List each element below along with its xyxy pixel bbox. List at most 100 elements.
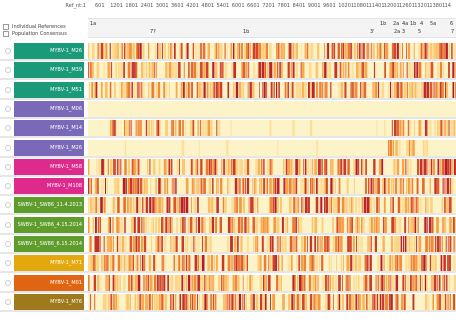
track-label[interactable]: MYBV-1_M58 [14, 158, 84, 175]
variant-bar [189, 120, 193, 137]
variant-bar [362, 43, 365, 59]
variant-bar [147, 216, 149, 233]
track-label[interactable]: MYBV-1_M39 [14, 62, 84, 79]
variant-bar [136, 255, 138, 272]
track-visibility-toggle[interactable] [5, 86, 11, 93]
variant-bar [390, 197, 392, 214]
track-visibility-toggle[interactable] [5, 279, 11, 286]
track-visibility-toggle[interactable] [5, 144, 11, 151]
variant-bar [410, 139, 413, 156]
track-visibility-toggle[interactable] [5, 163, 11, 170]
variant-bar [336, 255, 337, 272]
variant-bar [126, 43, 129, 59]
variant-bar [362, 293, 365, 310]
variant-bar [396, 293, 399, 310]
variant-bar [115, 197, 117, 214]
track-visibility-toggle[interactable] [5, 298, 11, 305]
variant-bar [252, 43, 256, 59]
variant-bar [372, 81, 375, 98]
variant-bar [399, 178, 402, 195]
variant-bar [310, 81, 312, 98]
variant-bar [319, 197, 320, 214]
variant-bar [125, 293, 127, 310]
variant-bar [435, 236, 437, 252]
variant-bar [116, 120, 118, 137]
variant-bar [431, 43, 433, 59]
variant-bar [340, 255, 343, 272]
variant-bar [246, 274, 248, 291]
checkbox-icon[interactable] [3, 31, 9, 37]
variant-heatmap [88, 255, 456, 272]
track-visibility-toggle[interactable] [5, 67, 11, 74]
variant-bar [276, 197, 279, 214]
variant-bar [182, 81, 185, 98]
variant-bar [103, 178, 104, 195]
track-visibility-toggle[interactable] [5, 48, 11, 54]
variant-bar [441, 197, 444, 214]
variant-bar [418, 236, 422, 252]
variant-bar [396, 120, 399, 137]
track-visibility-toggle[interactable] [5, 183, 11, 190]
track-label[interactable]: MYBV-1_M01 [14, 274, 84, 291]
variant-bar [410, 274, 412, 291]
track-visibility-toggle[interactable] [5, 125, 11, 132]
individual-references-toggle[interactable]: Individual References [3, 24, 66, 30]
variant-bar [352, 255, 355, 272]
variant-bar [197, 293, 198, 310]
variant-bar [419, 158, 423, 175]
variant-bar [240, 43, 243, 59]
variant-bar [89, 236, 91, 252]
track-label[interactable]: MYBV-1_M06 [14, 100, 84, 117]
track-label[interactable]: MYBV-1_M51 [14, 81, 84, 98]
variant-bar [158, 197, 161, 214]
variant-bar [97, 274, 98, 291]
variant-bar [175, 274, 177, 291]
variant-bar [296, 293, 298, 310]
variant-bar [321, 255, 324, 272]
variant-bar [361, 43, 363, 59]
variant-bar [358, 293, 360, 310]
track-visibility-toggle[interactable] [5, 241, 11, 247]
ruler-tick: 9001 [307, 3, 321, 9]
variant-bar [168, 197, 171, 214]
variant-bar [440, 62, 443, 79]
variant-bar [282, 293, 284, 310]
variant-bar [239, 197, 242, 214]
variant-bar [287, 158, 290, 175]
variant-bar [307, 178, 309, 195]
variant-bar [241, 158, 243, 175]
track-label[interactable]: MYBV-1_M14 [14, 120, 84, 137]
track-label[interactable]: MYBV-1_M26 [14, 139, 84, 156]
track-visibility-toggle[interactable] [5, 105, 11, 112]
variant-bar [117, 178, 120, 195]
variant-bar [376, 197, 379, 214]
variant-bar [217, 158, 218, 175]
variant-bar [190, 293, 192, 310]
variant-bar [152, 158, 156, 175]
track-label[interactable]: MYBV-1_M26 [14, 43, 84, 59]
track-label[interactable]: SWBV-1_SW86_11.4.2013 [14, 197, 84, 214]
population-consensus-toggle[interactable]: Population Consensus [3, 31, 67, 37]
variant-bar [231, 62, 233, 79]
variant-bar [165, 255, 167, 272]
track-label[interactable]: SWBV-1_SW86_4.15.2014 [14, 216, 84, 233]
variant-bar [299, 274, 302, 291]
track-visibility-toggle[interactable] [5, 260, 11, 267]
track-label[interactable]: MYBV-1_M108 [14, 178, 84, 195]
variant-bar [300, 178, 302, 195]
checkbox-icon[interactable] [3, 24, 9, 30]
variant-bar [168, 81, 170, 98]
variant-bar [103, 43, 105, 59]
variant-bar [418, 120, 421, 137]
variant-bar [303, 197, 305, 214]
track-label[interactable]: MYBV-1_M71 [14, 255, 84, 272]
track-label[interactable]: SWBV-1_SW86_6.15.2014 [14, 236, 84, 252]
track-label[interactable]: MYBV-1_M76 [14, 293, 84, 310]
variant-bar [322, 62, 324, 79]
variant-bar [121, 236, 125, 252]
variant-bar [242, 178, 245, 195]
variant-bar [417, 81, 419, 98]
track-visibility-toggle[interactable] [5, 221, 11, 228]
variant-bar [159, 120, 161, 137]
track-visibility-toggle[interactable] [5, 202, 11, 209]
